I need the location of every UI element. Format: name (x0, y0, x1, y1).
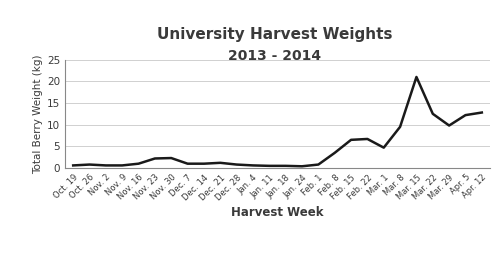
Y-axis label: Total Berry Weight (kg): Total Berry Weight (kg) (32, 54, 42, 173)
X-axis label: Harvest Week: Harvest Week (231, 206, 324, 219)
Text: 2013 - 2014: 2013 - 2014 (228, 49, 322, 63)
Text: University Harvest Weights: University Harvest Weights (157, 27, 393, 42)
